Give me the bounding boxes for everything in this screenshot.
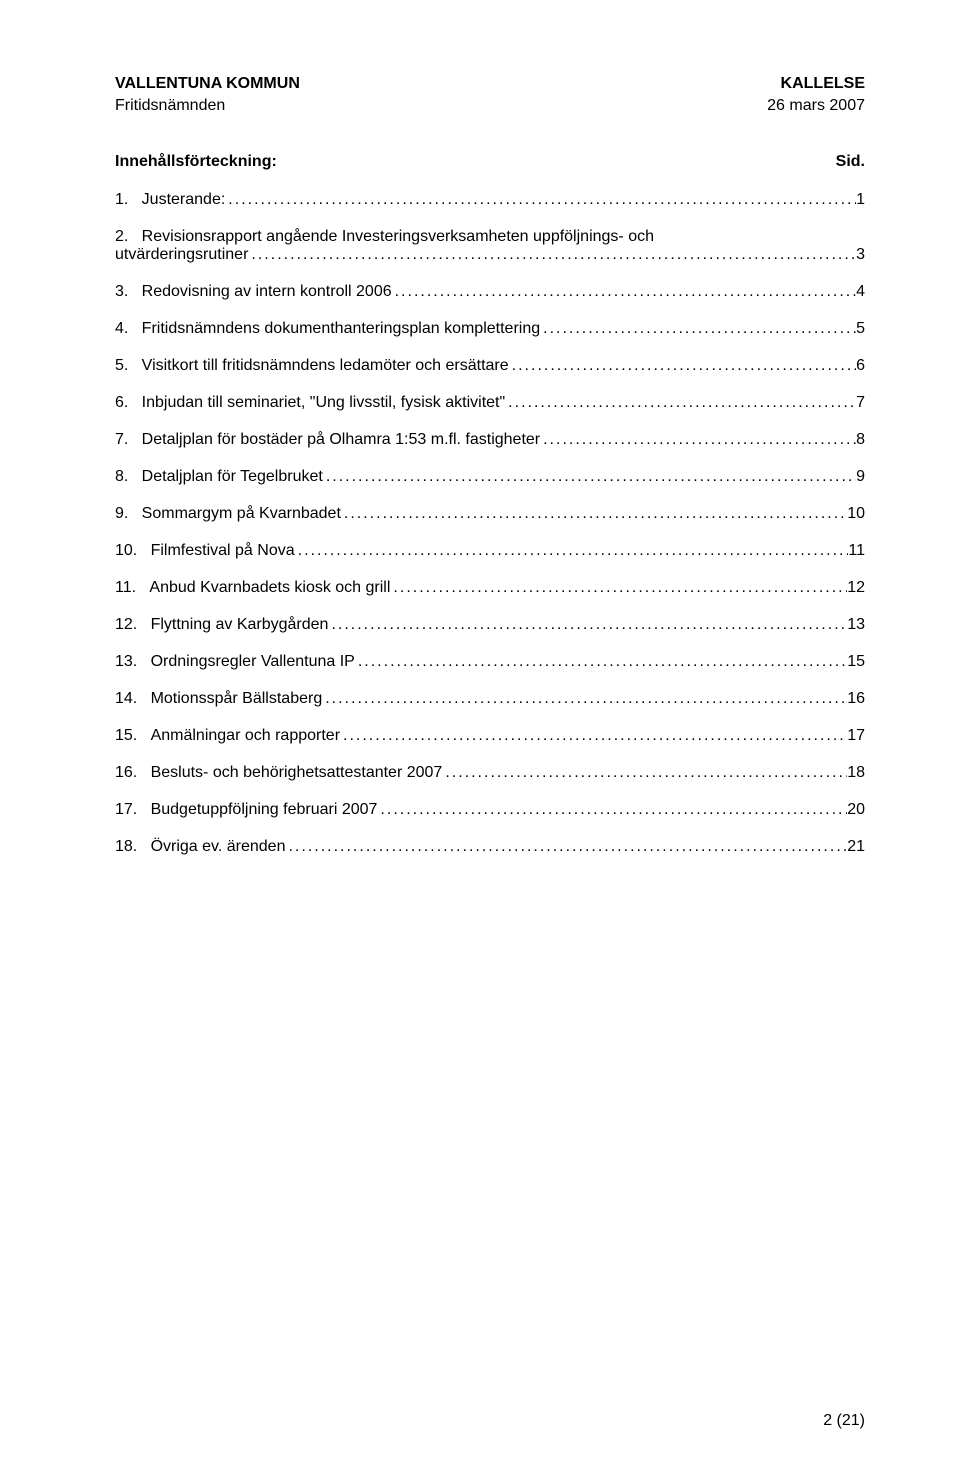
toc-entry: 15. Anmälningar och rapporter 17 bbox=[115, 727, 865, 745]
toc-entry-text: 15. Anmälningar och rapporter bbox=[115, 727, 340, 745]
toc-dots bbox=[328, 616, 847, 634]
document-header: VALLENTUNA KOMMUN KALLELSE bbox=[115, 75, 865, 93]
toc-entry: 3. Redovisning av intern kontroll 2006 4 bbox=[115, 283, 865, 301]
toc-entry: 1. Justerande: 1 bbox=[115, 191, 865, 209]
toc-dots bbox=[540, 431, 856, 449]
toc-entry-page: 12 bbox=[847, 579, 865, 597]
toc-entry-page: 4 bbox=[856, 283, 865, 301]
toc-entry-page: 3 bbox=[856, 246, 865, 264]
toc-entry-page: 1 bbox=[856, 191, 865, 209]
toc-entry: 8. Detaljplan för Tegelbruket 9 bbox=[115, 468, 865, 486]
toc-dots bbox=[442, 764, 847, 782]
toc-entry: 13. Ordningsregler Vallentuna IP 15 bbox=[115, 653, 865, 671]
toc-entry-page: 16 bbox=[847, 690, 865, 708]
toc-dots bbox=[390, 579, 847, 597]
meeting-date: 26 mars 2007 bbox=[767, 97, 865, 115]
toc-header: Innehållsförteckning: Sid. bbox=[115, 153, 865, 171]
toc-dots bbox=[225, 191, 856, 209]
toc-entry-page: 7 bbox=[856, 394, 865, 412]
org-name: VALLENTUNA KOMMUN bbox=[115, 75, 300, 93]
toc-entry-page: 6 bbox=[856, 357, 865, 375]
toc-entry-page: 21 bbox=[847, 838, 865, 856]
toc-entry-page: 10 bbox=[847, 505, 865, 523]
toc-entry: 18. Övriga ev. ärenden 21 bbox=[115, 838, 865, 856]
toc-entry-page: 15 bbox=[847, 653, 865, 671]
toc-entry-page: 8 bbox=[856, 431, 865, 449]
toc-dots bbox=[392, 283, 856, 301]
doc-type: KALLELSE bbox=[781, 75, 865, 93]
toc-dots bbox=[295, 542, 849, 560]
toc-title: Innehållsförteckning: bbox=[115, 153, 277, 171]
toc-dots bbox=[340, 727, 847, 745]
toc-entry-page: 13 bbox=[847, 616, 865, 634]
toc-entry: 12. Flyttning av Karbygården 13 bbox=[115, 616, 865, 634]
toc-entry-text: 2. Revisionsrapport angående Investering… bbox=[115, 228, 865, 246]
toc-entry-text: 11. Anbud Kvarnbadets kiosk och grill bbox=[115, 579, 390, 597]
toc-entry-page: 17 bbox=[847, 727, 865, 745]
toc-dots bbox=[322, 690, 847, 708]
toc-entry: 17. Budgetuppföljning februari 2007 20 bbox=[115, 801, 865, 819]
toc-dots bbox=[540, 320, 856, 338]
toc-entry-text: 16. Besluts- och behörighetsattestanter … bbox=[115, 764, 442, 782]
toc-entry-text: 17. Budgetuppföljning februari 2007 bbox=[115, 801, 377, 819]
toc-entry-text: 10. Filmfestival på Nova bbox=[115, 542, 295, 560]
toc-entry-page: 20 bbox=[847, 801, 865, 819]
toc-dots bbox=[377, 801, 847, 819]
toc-entry-text: 6. Inbjudan till seminariet, "Ung livsst… bbox=[115, 394, 505, 412]
toc-entry-text: 4. Fritidsnämndens dokumenthanteringspla… bbox=[115, 320, 540, 338]
toc-entry-text: 1. Justerande: bbox=[115, 191, 225, 209]
toc-dots bbox=[505, 394, 856, 412]
toc-entry-text: 13. Ordningsregler Vallentuna IP bbox=[115, 653, 355, 671]
toc-entry-text: 12. Flyttning av Karbygården bbox=[115, 616, 328, 634]
toc-entry: 10. Filmfestival på Nova 11 bbox=[115, 542, 865, 560]
toc-entry-text: 18. Övriga ev. ärenden bbox=[115, 838, 285, 856]
document-subheader: Fritidsnämnden 26 mars 2007 bbox=[115, 97, 865, 115]
toc-entry-page: 5 bbox=[856, 320, 865, 338]
toc-entry-text: 9. Sommargym på Kvarnbadet bbox=[115, 505, 341, 523]
toc-list: 1. Justerande: 1 2. Revisionsrapport angåe… bbox=[115, 191, 865, 856]
toc-entry: 9. Sommargym på Kvarnbadet 10 bbox=[115, 505, 865, 523]
toc-entry: 4. Fritidsnämndens dokumenthanteringspla… bbox=[115, 320, 865, 338]
toc-dots bbox=[509, 357, 856, 375]
toc-entry-text: 7. Detaljplan för bostäder på Olhamra 1:… bbox=[115, 431, 540, 449]
toc-entry: 11. Anbud Kvarnbadets kiosk och grill 12 bbox=[115, 579, 865, 597]
toc-entry: 14. Motionsspår Bällstaberg 16 bbox=[115, 690, 865, 708]
toc-entry-page: 18 bbox=[847, 764, 865, 782]
toc-entry: 16. Besluts- och behörighetsattestanter … bbox=[115, 764, 865, 782]
toc-entry: 6. Inbjudan till seminariet, "Ung livsst… bbox=[115, 394, 865, 412]
toc-dots bbox=[323, 468, 856, 486]
toc-entry-text: 5. Visitkort till fritidsnämndens ledamö… bbox=[115, 357, 509, 375]
toc-entry-text: 14. Motionsspår Bällstaberg bbox=[115, 690, 322, 708]
toc-entry-page: 9 bbox=[856, 468, 865, 486]
toc-entry: 2. Revisionsrapport angående Investering… bbox=[115, 228, 865, 264]
committee-name: Fritidsnämnden bbox=[115, 97, 225, 115]
toc-entry-text: utvärderingsrutiner bbox=[115, 246, 248, 264]
toc-entry-text: 8. Detaljplan för Tegelbruket bbox=[115, 468, 323, 486]
toc-entry-page: 11 bbox=[848, 542, 865, 560]
toc-entry: 5. Visitkort till fritidsnämndens ledamö… bbox=[115, 357, 865, 375]
toc-dots bbox=[341, 505, 847, 523]
toc-dots bbox=[355, 653, 847, 671]
toc-dots bbox=[285, 838, 847, 856]
toc-entry: 7. Detaljplan för bostäder på Olhamra 1:… bbox=[115, 431, 865, 449]
page-number: 2 (21) bbox=[823, 1412, 865, 1430]
toc-sid-label: Sid. bbox=[836, 153, 865, 171]
toc-dots bbox=[248, 246, 856, 264]
toc-entry-text: 3. Redovisning av intern kontroll 2006 bbox=[115, 283, 392, 301]
